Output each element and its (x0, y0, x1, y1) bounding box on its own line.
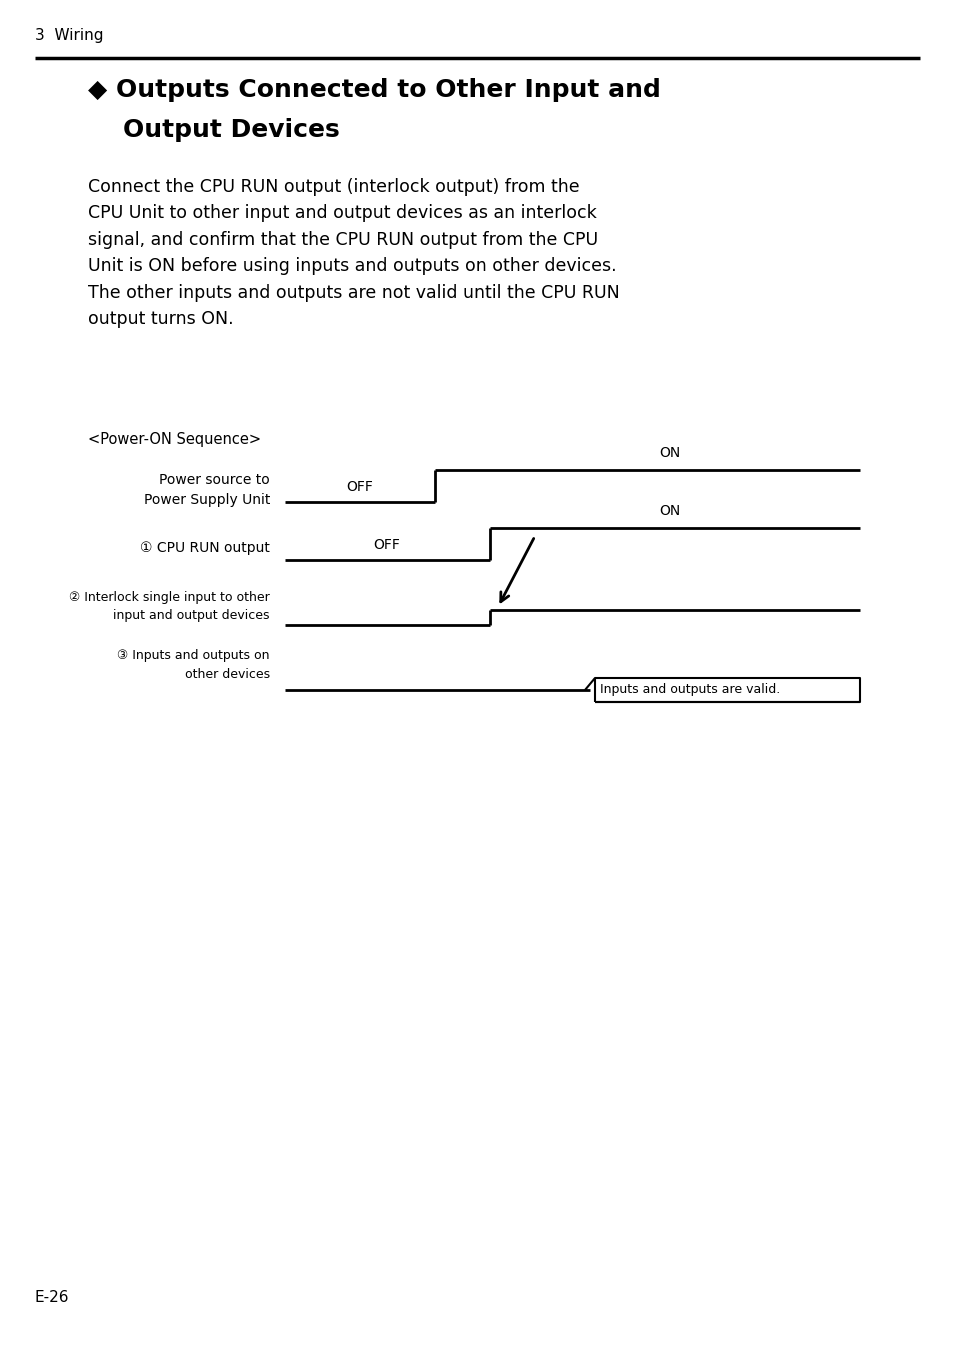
Text: Inputs and outputs are valid.: Inputs and outputs are valid. (599, 683, 780, 697)
Text: <Power-ON Sequence>: <Power-ON Sequence> (88, 432, 261, 447)
Text: input and output devices: input and output devices (113, 609, 270, 623)
Text: ② Interlock single input to other: ② Interlock single input to other (70, 592, 270, 604)
Text: OFF: OFF (374, 538, 400, 551)
Text: 3  Wiring: 3 Wiring (35, 28, 103, 43)
Text: ON: ON (659, 504, 679, 518)
Text: ◆ Outputs Connected to Other Input and: ◆ Outputs Connected to Other Input and (88, 78, 660, 102)
Text: other devices: other devices (185, 667, 270, 681)
Text: ③ Inputs and outputs on: ③ Inputs and outputs on (117, 650, 270, 663)
Text: Output Devices: Output Devices (88, 118, 339, 143)
Text: OFF: OFF (346, 480, 373, 494)
Text: E-26: E-26 (35, 1290, 70, 1305)
Text: ① CPU RUN output: ① CPU RUN output (140, 541, 270, 555)
Text: ON: ON (659, 447, 679, 460)
Text: Power Supply Unit: Power Supply Unit (144, 494, 270, 507)
Text: Connect the CPU RUN output (interlock output) from the
CPU Unit to other input a: Connect the CPU RUN output (interlock ou… (88, 178, 619, 328)
Text: Power source to: Power source to (159, 473, 270, 487)
